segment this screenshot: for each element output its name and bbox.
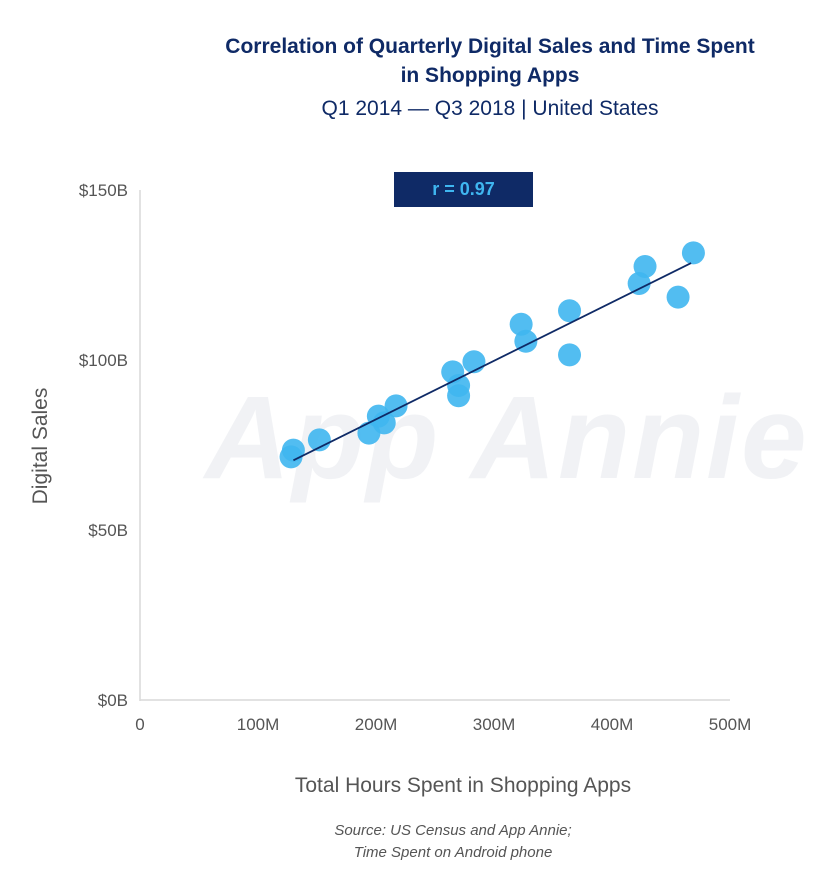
y-tick-label: $50B: [88, 521, 128, 540]
chart-title: Correlation of Quarterly Digital Sales a…: [150, 32, 830, 90]
x-tick-label: 0: [135, 715, 144, 734]
x-tick-label: 200M: [355, 715, 398, 734]
tick-labels: $0B $50B $100B $150B 0 100M 200M 300M 400M 500M: [79, 181, 751, 734]
data-point: [281, 438, 305, 462]
y-tick-label: $100B: [79, 351, 128, 370]
chart-axes: [139, 190, 730, 701]
data-point: [633, 255, 657, 278]
x-tick-label: 100M: [237, 715, 280, 734]
data-point: [558, 343, 582, 367]
y-axis-label: Digital Sales: [29, 388, 52, 505]
source-line2: Time Spent on Android phone: [353, 844, 553, 861]
app-annie-watermark: App Annie: [205, 372, 809, 504]
data-point: [681, 241, 705, 265]
y-tick-label: $0B: [98, 691, 128, 710]
correlation-badge: r = 0.97: [394, 172, 533, 207]
y-tick-label: $150B: [79, 181, 128, 200]
x-axis-label: Total Hours Spent in Shopping Apps: [295, 774, 631, 797]
source-note: Source: US Census and App Annie; Time Sp…: [250, 820, 656, 864]
data-point: [462, 350, 486, 374]
source-line1: Source: US Census and App Annie;: [334, 822, 572, 839]
data-point: [558, 299, 582, 323]
chart-title-line2: in Shopping Apps: [400, 64, 580, 87]
data-point: [307, 428, 331, 452]
data-points: [279, 241, 705, 469]
x-tick-label: 500M: [709, 715, 752, 734]
chart-subtitle: Q1 2014 — Q3 2018 | United States: [321, 97, 659, 120]
x-tick-label: 300M: [473, 715, 516, 734]
data-point: [666, 285, 690, 309]
x-tick-label: 400M: [591, 715, 634, 734]
trendline-group: [293, 262, 692, 462]
data-point: [447, 384, 471, 408]
trendline: [293, 262, 692, 462]
chart-title-line1: Correlation of Quarterly Digital Sales a…: [225, 35, 755, 58]
